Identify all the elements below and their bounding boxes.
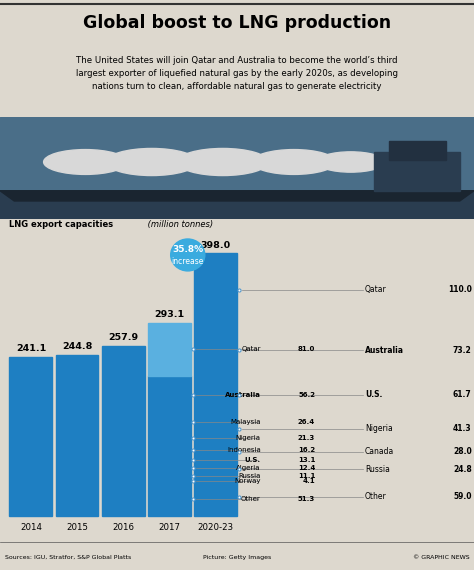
Text: Malaysia: Malaysia xyxy=(230,419,261,425)
Text: Canada: Canada xyxy=(365,447,394,456)
Text: 81.0: 81.0 xyxy=(298,347,315,352)
Text: 241.1: 241.1 xyxy=(16,344,46,353)
Text: 293.1: 293.1 xyxy=(155,310,184,319)
Polygon shape xyxy=(0,191,474,201)
Text: 16.2: 16.2 xyxy=(298,447,315,453)
Text: Picture: Getty Images: Picture: Getty Images xyxy=(203,555,271,560)
Text: © GRAPHIC NEWS: © GRAPHIC NEWS xyxy=(413,555,469,560)
Bar xyxy=(194,253,237,516)
Bar xyxy=(102,346,145,516)
Text: 59.0: 59.0 xyxy=(453,492,472,502)
Text: LNG export capacities: LNG export capacities xyxy=(9,220,114,229)
Ellipse shape xyxy=(252,149,336,174)
Text: 51.3: 51.3 xyxy=(298,496,315,502)
Text: Other: Other xyxy=(241,496,261,502)
Text: The United States will join Qatar and Australia to become the world’s third
larg: The United States will join Qatar and Au… xyxy=(76,56,398,91)
Text: 21.3: 21.3 xyxy=(298,435,315,441)
Text: 2020-23: 2020-23 xyxy=(198,523,234,532)
Text: 257.9: 257.9 xyxy=(108,333,138,342)
Bar xyxy=(148,376,191,516)
Bar xyxy=(374,152,460,191)
Bar xyxy=(0,191,474,219)
Text: 244.8: 244.8 xyxy=(62,342,92,351)
Text: 26.4: 26.4 xyxy=(298,419,315,425)
Text: increase: increase xyxy=(172,257,204,266)
Text: 56.2: 56.2 xyxy=(298,392,315,398)
Text: U.S.: U.S. xyxy=(245,457,261,463)
Text: 61.7: 61.7 xyxy=(453,390,472,399)
Text: Qatar: Qatar xyxy=(365,285,387,294)
Text: 24.8: 24.8 xyxy=(453,465,472,474)
Text: (million tonnes): (million tonnes) xyxy=(145,220,213,229)
Bar xyxy=(389,141,446,160)
Ellipse shape xyxy=(106,148,197,176)
Ellipse shape xyxy=(317,152,385,172)
Text: Indonesia: Indonesia xyxy=(227,447,261,453)
Text: Qatar: Qatar xyxy=(241,347,261,352)
Ellipse shape xyxy=(177,148,268,176)
Text: Australia: Australia xyxy=(365,346,404,355)
Text: Norway: Norway xyxy=(234,478,261,484)
Ellipse shape xyxy=(44,149,127,174)
Text: 2015: 2015 xyxy=(66,523,88,532)
Text: Other: Other xyxy=(365,492,387,502)
Text: 4.1: 4.1 xyxy=(302,478,315,484)
Text: Sources: IGU, Stratfor, S&P Global Platts: Sources: IGU, Stratfor, S&P Global Platt… xyxy=(5,555,131,560)
Text: Nigeria: Nigeria xyxy=(236,435,261,441)
Text: 41.3: 41.3 xyxy=(453,424,472,433)
Bar xyxy=(9,357,52,516)
Text: U.S.: U.S. xyxy=(365,390,383,399)
Text: Australia: Australia xyxy=(225,392,261,398)
Text: 12.4: 12.4 xyxy=(298,465,315,471)
Text: Russia: Russia xyxy=(238,473,261,479)
Text: Nigeria: Nigeria xyxy=(365,424,393,433)
Text: 398.0: 398.0 xyxy=(201,241,231,250)
Text: Algeria: Algeria xyxy=(236,465,261,471)
Text: 35.8%: 35.8% xyxy=(172,245,203,254)
Text: 2014: 2014 xyxy=(20,523,42,532)
Text: Russia: Russia xyxy=(365,465,390,474)
Text: 2016: 2016 xyxy=(112,523,134,532)
Bar xyxy=(148,323,191,376)
Text: 13.1: 13.1 xyxy=(298,457,315,463)
Text: 73.2: 73.2 xyxy=(453,346,472,355)
Text: Global boost to LNG production: Global boost to LNG production xyxy=(83,14,391,32)
Bar xyxy=(55,355,99,516)
Text: 28.0: 28.0 xyxy=(453,447,472,456)
Text: 110.0: 110.0 xyxy=(448,285,472,294)
Text: 2017: 2017 xyxy=(158,523,181,532)
Text: 11.1: 11.1 xyxy=(298,473,315,479)
Ellipse shape xyxy=(171,239,205,271)
